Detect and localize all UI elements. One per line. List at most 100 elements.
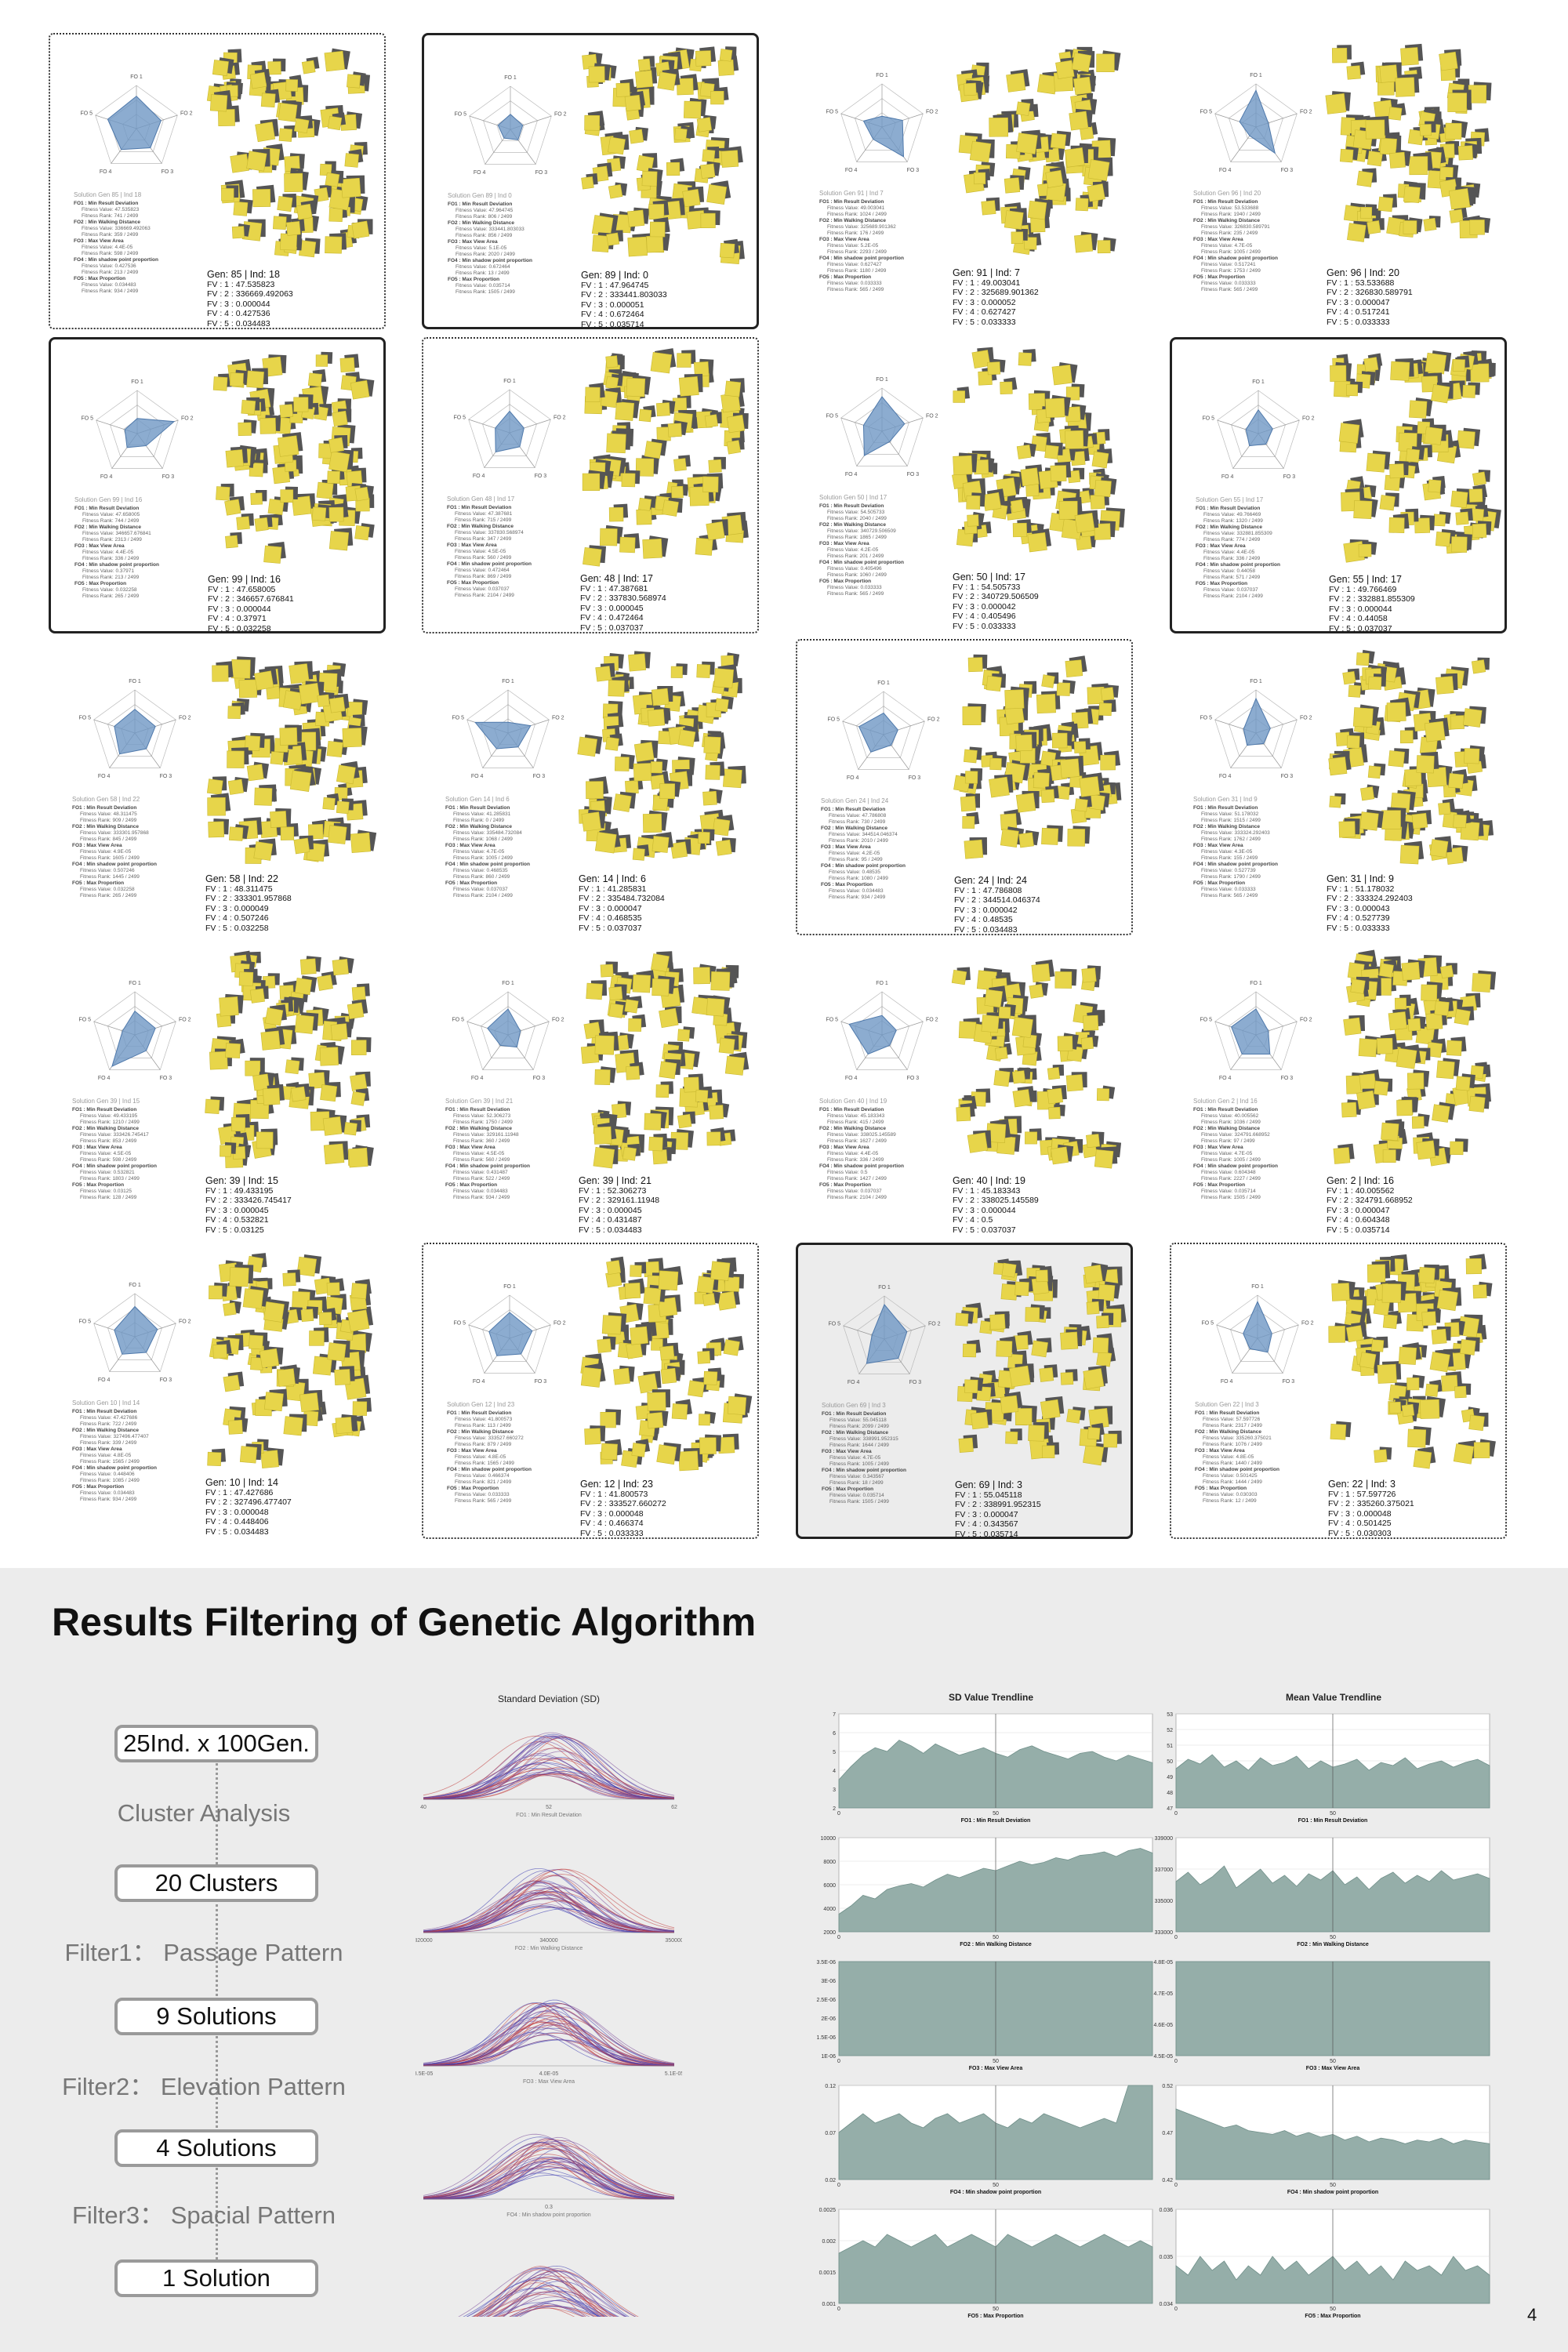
building-block bbox=[1423, 217, 1437, 232]
building-block bbox=[1468, 488, 1483, 503]
solution-summary: Gen: 50 | Ind: 17 FV : 1 : 54.505733 FV : … bbox=[953, 572, 1039, 631]
solution-summary: Gen: 12 | Ind: 23 FV : 1 : 41.800573 FV : … bbox=[580, 1479, 666, 1538]
fitness-list: FO1 : Min Result Deviation Fitness Value:… bbox=[445, 805, 571, 899]
fitness-value: Fitness Value: 4.7E-05 bbox=[829, 1455, 881, 1461]
objective-heading: FO5 : Max Proportion bbox=[74, 581, 127, 586]
building-block bbox=[611, 1103, 627, 1119]
building-block bbox=[277, 435, 299, 457]
building-block bbox=[283, 1416, 303, 1436]
fv-value: FV : 5 : 0.030303 bbox=[1328, 1528, 1392, 1538]
solution-summary: Gen: 99 | Ind: 16 FV : 1 : 47.658005 FV : … bbox=[208, 575, 294, 633]
fitness-value: Fitness Value: 48.311475 bbox=[80, 811, 137, 817]
solution-card: FO 1 FO 2 FO 3 FO 4 FO 5 Solution Gen 48 | In… bbox=[422, 337, 759, 633]
fitness-value: Fitness Value: 51.178032 bbox=[1201, 811, 1259, 817]
building-block bbox=[1012, 522, 1028, 538]
building-block bbox=[1033, 771, 1050, 789]
generation-label: Gen: 99 | Ind: 16 bbox=[208, 574, 281, 585]
fv-value: FV : 1 : 47.658005 bbox=[208, 584, 276, 594]
building-block bbox=[615, 757, 630, 771]
building-block bbox=[1036, 694, 1056, 714]
building-block bbox=[336, 800, 350, 815]
trend-y-tick: 52 bbox=[1167, 1728, 1173, 1733]
building-block bbox=[1381, 810, 1401, 830]
building-block bbox=[1011, 1016, 1033, 1039]
fitness-rank: Fitness Rank: 1024 / 2499 bbox=[827, 212, 887, 217]
sd-curve bbox=[509, 2307, 584, 2317]
building-block bbox=[254, 670, 274, 691]
sd-curve bbox=[509, 2303, 586, 2317]
fitness-rank: Fitness Rank: 2104 / 2499 bbox=[1203, 593, 1263, 599]
fitness-rank: Fitness Rank: 336 / 2499 bbox=[827, 1157, 884, 1163]
fitness-value: Fitness Value: 52.306273 bbox=[453, 1113, 511, 1119]
building-block bbox=[1073, 76, 1092, 96]
building-block bbox=[260, 417, 277, 434]
building-block bbox=[1419, 124, 1432, 136]
flow-box-input: 25Ind. x 100Gen. bbox=[114, 1725, 318, 1762]
building-block bbox=[706, 1131, 721, 1146]
sd-axis-label: FO3 : Max View Area bbox=[523, 2079, 575, 2085]
building-block bbox=[1425, 352, 1447, 375]
building-block bbox=[267, 499, 285, 515]
building-block bbox=[709, 1105, 724, 1120]
fv-value: FV : 4 : 0.44058 bbox=[1329, 614, 1388, 623]
fv-value: FV : 5 : 0.037037 bbox=[1329, 623, 1392, 633]
building-block bbox=[270, 751, 285, 765]
building-block bbox=[263, 545, 282, 564]
fitness-value: Fitness Value: 0.405496 bbox=[827, 566, 882, 572]
radar-chart: FO 1FO 2FO 3FO 4FO 5 bbox=[1202, 379, 1314, 480]
building-block bbox=[1014, 1408, 1033, 1425]
fitness-rank: Fitness Rank: 934 / 2499 bbox=[829, 895, 886, 900]
radar-axis-label: FO 2 bbox=[180, 111, 193, 116]
trend-axis-label: FO4 : Min shadow point proportion bbox=[1287, 2190, 1378, 2195]
radar-grid-ring bbox=[1216, 1294, 1299, 1374]
building-block bbox=[1064, 147, 1085, 168]
building-block bbox=[1338, 821, 1356, 838]
objective-heading: FO4 : Min shadow point proportion bbox=[819, 560, 904, 565]
building-block bbox=[1436, 676, 1454, 695]
building-block bbox=[216, 486, 230, 501]
fitness-value: Fitness Value: 0.532821 bbox=[80, 1170, 135, 1175]
fitness-rank: Fitness Rank: 235 / 2499 bbox=[1201, 230, 1258, 236]
building-block bbox=[1403, 220, 1417, 234]
objective-heading: FO4 : Min shadow point proportion bbox=[1193, 1163, 1278, 1169]
fitness-value: Fitness Value: 4.2E-05 bbox=[829, 851, 880, 856]
fv-value: FV : 1 : 51.178032 bbox=[1327, 884, 1395, 894]
flow-step-filter3: Filter3： Spacial Pattern bbox=[72, 2201, 336, 2229]
trend-y-tick: 4.7E-05 bbox=[1153, 1991, 1173, 1997]
objective-heading: FO3 : Max View Area bbox=[822, 1449, 872, 1454]
building-block bbox=[212, 376, 228, 391]
objective-heading: FO2 : Min Walking Distance bbox=[74, 220, 140, 225]
fitness-value: Fitness Value: 4.5E-05 bbox=[455, 549, 506, 554]
radar-grid-ring bbox=[466, 991, 550, 1070]
radar-axis-label: FO 2 bbox=[179, 1319, 191, 1324]
building-block bbox=[996, 1340, 1013, 1357]
building-block bbox=[652, 836, 670, 853]
trend-x-tick: 50 bbox=[1330, 2307, 1336, 2312]
building-block bbox=[652, 978, 670, 996]
solution-summary: Gen: 85 | Ind: 18 FV : 1 : 47.535823 FV : … bbox=[207, 270, 293, 328]
solution-id: Solution Gen 39 | Ind 15 bbox=[72, 1098, 140, 1105]
fitness-value: Fitness Value: 47.387681 bbox=[455, 511, 513, 517]
building-block bbox=[677, 1029, 691, 1042]
trend-y-tick: 0.035 bbox=[1159, 2255, 1173, 2260]
building-block bbox=[1401, 961, 1421, 981]
radar-chart: FO 1FO 2FO 3FO 4FO 5 bbox=[80, 74, 193, 175]
generation-label: Gen: 96 | Ind: 20 bbox=[1327, 267, 1399, 278]
building-block bbox=[1098, 702, 1112, 717]
fitness-rank: Fitness Rank: 856 / 2499 bbox=[456, 233, 513, 238]
building-block bbox=[344, 153, 359, 168]
building-block bbox=[1398, 1346, 1417, 1365]
sd-curve bbox=[423, 2031, 674, 2067]
fitness-value: Fitness Value: 340729.506509 bbox=[827, 528, 896, 534]
building-block bbox=[1409, 400, 1428, 419]
trend-y-tick: 4.5E-05 bbox=[1153, 2054, 1173, 2060]
building-block bbox=[299, 958, 317, 975]
fitness-value: Fitness Value: 325689.901362 bbox=[827, 224, 896, 230]
building-block bbox=[963, 749, 978, 764]
objective-heading: FO5 : Max Proportion bbox=[819, 274, 872, 280]
fitness-value: Fitness Value: 333324.292403 bbox=[1201, 830, 1270, 836]
trend-x-tick: 50 bbox=[1330, 1811, 1336, 1817]
building-block bbox=[1399, 844, 1420, 865]
trend-axis-label: FO5 : Max Proportion bbox=[1305, 2314, 1360, 2319]
